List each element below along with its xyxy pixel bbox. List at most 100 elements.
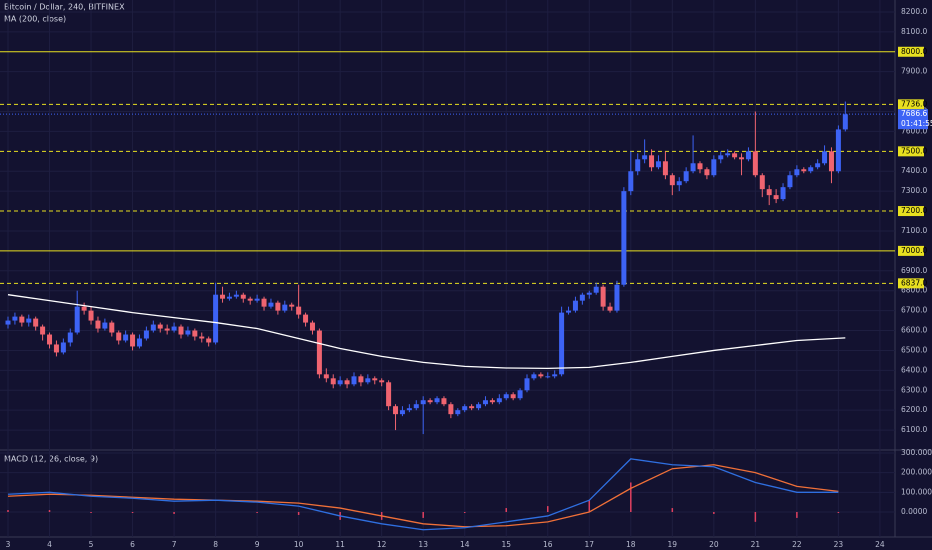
candle-body xyxy=(143,330,149,339)
candle-body xyxy=(448,404,454,415)
candle-body xyxy=(399,410,405,415)
candle-body xyxy=(123,334,129,341)
x-tick-label: 21 xyxy=(751,540,761,549)
x-tick-label: 12 xyxy=(377,540,387,549)
y-tick-label: 7600.0 xyxy=(901,126,927,135)
y2-tick-label: 300.0000 xyxy=(901,448,932,457)
candle-body xyxy=(725,153,731,156)
x-tick-label: 19 xyxy=(668,540,678,549)
level-tag xyxy=(898,46,924,57)
candle-body xyxy=(171,326,177,331)
y-tick-label: 6800.0 xyxy=(901,286,927,295)
x-tick-label: 15 xyxy=(501,540,511,549)
candle-body xyxy=(455,410,461,415)
candle-body xyxy=(109,322,115,333)
candle-body xyxy=(572,300,578,311)
y2-tick-label: 200.0000 xyxy=(901,468,932,477)
candle-body xyxy=(261,298,267,307)
countdown: 01:41:55 xyxy=(901,119,932,128)
y-tick-label: 6500.0 xyxy=(901,345,927,354)
candle-body xyxy=(95,320,101,329)
y2-tick-label: 100.0000 xyxy=(901,487,932,496)
candle-body xyxy=(697,163,703,170)
candle-body xyxy=(282,304,288,311)
x-tick-label: 9 xyxy=(255,540,260,549)
candle-body xyxy=(759,175,765,190)
x-tick-label: 22 xyxy=(792,540,802,549)
candle-body xyxy=(649,155,655,168)
y2-tick-label: 0.0000 xyxy=(901,507,927,516)
macd-title: MACD (12, 26, close, 9) xyxy=(4,455,98,464)
candle-body xyxy=(358,376,364,383)
y-tick-label: 7400.0 xyxy=(901,166,927,175)
candle-body xyxy=(81,306,87,311)
level-tag xyxy=(898,245,924,256)
candle-body xyxy=(157,324,163,329)
candle-body xyxy=(752,151,758,176)
x-tick-label: 24 xyxy=(875,540,885,549)
candle-body xyxy=(538,374,544,377)
candle-body xyxy=(254,298,260,301)
candle-body xyxy=(379,380,385,383)
y-tick-label: 6300.0 xyxy=(901,385,927,394)
candle-body xyxy=(150,324,156,331)
macd-line xyxy=(7,458,839,531)
candle-body xyxy=(614,284,620,311)
candle-body xyxy=(67,332,73,343)
candle-body xyxy=(47,334,53,345)
y-tick-label: 7100.0 xyxy=(901,226,927,235)
candle-body xyxy=(835,129,841,172)
candle-body xyxy=(365,378,371,383)
candle-body xyxy=(406,408,412,411)
level-tag xyxy=(898,99,924,110)
y-tick-label: 6900.0 xyxy=(901,266,927,275)
candle-body xyxy=(655,161,661,168)
candle-body xyxy=(386,382,392,407)
y-tick-label: 7900.0 xyxy=(901,67,927,76)
candle-body xyxy=(579,294,585,301)
level-label: 8000.0 xyxy=(901,47,927,56)
candle-body xyxy=(482,400,488,405)
x-tick-label: 6 xyxy=(130,540,135,549)
candle-body xyxy=(780,187,786,200)
candle-body xyxy=(441,398,447,405)
candle-body xyxy=(178,326,184,335)
candle-body xyxy=(489,400,495,403)
candle-body xyxy=(510,394,516,399)
candle-body xyxy=(323,374,329,379)
candle-body xyxy=(711,159,717,176)
candle-body xyxy=(739,157,745,160)
x-tick-label: 16 xyxy=(543,540,553,549)
candle-body xyxy=(732,153,738,158)
candle-body xyxy=(787,175,793,188)
candle-body xyxy=(102,322,108,329)
candle-body xyxy=(192,330,198,337)
candle-body xyxy=(289,304,295,307)
candle-body xyxy=(19,316,25,323)
level-label: 7500.0 xyxy=(901,146,927,155)
candle-body xyxy=(88,310,94,321)
candle-body xyxy=(566,310,572,313)
candle-body xyxy=(593,286,599,293)
candle-body xyxy=(517,390,523,399)
candle-body xyxy=(351,376,357,385)
candle-body xyxy=(372,378,378,381)
level-tag xyxy=(898,146,924,157)
candle-body xyxy=(420,400,426,405)
candle-body xyxy=(275,302,281,311)
candle-body xyxy=(773,195,779,200)
candle-body xyxy=(704,169,710,176)
y-tick-label: 6100.0 xyxy=(901,425,927,434)
candle-body xyxy=(33,318,39,327)
candle-body xyxy=(822,151,828,164)
candle-body xyxy=(469,406,475,409)
candle-body xyxy=(808,167,814,172)
level-label: 6837.0 xyxy=(901,278,927,287)
candle-body xyxy=(434,398,440,403)
y-tick-label: 8100.0 xyxy=(901,27,927,36)
y-tick-label: 6700.0 xyxy=(901,306,927,315)
level-tag xyxy=(898,278,924,289)
candle-body xyxy=(628,171,634,192)
